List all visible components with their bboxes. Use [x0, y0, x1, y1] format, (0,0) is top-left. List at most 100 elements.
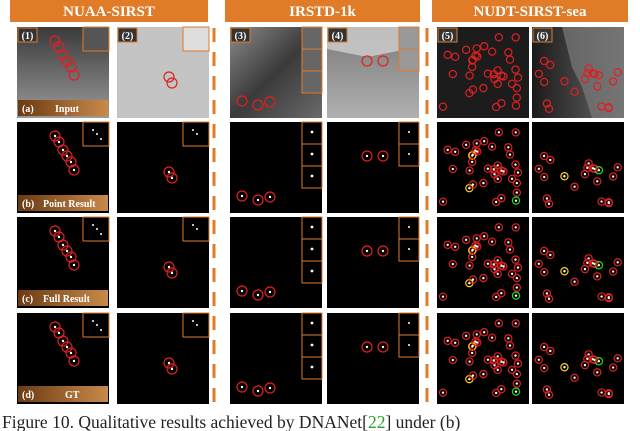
target	[611, 366, 615, 369]
target	[496, 259, 499, 262]
target	[53, 325, 57, 329]
target-circle	[443, 50, 452, 60]
target	[474, 340, 477, 343]
target-circle	[252, 385, 264, 397]
target	[256, 198, 260, 202]
target	[446, 148, 449, 152]
target-circle	[511, 65, 520, 74]
panel-number-box	[230, 27, 251, 43]
target-circle	[166, 172, 178, 184]
panel-number: (4)	[332, 31, 344, 42]
target	[476, 150, 479, 153]
target-circle	[483, 259, 493, 268]
target-circle	[546, 60, 555, 70]
target	[515, 286, 518, 289]
panel	[532, 122, 624, 213]
target	[451, 358, 455, 362]
panel	[437, 122, 529, 213]
target-circle	[490, 264, 499, 274]
target-circle	[583, 258, 592, 268]
target-circle	[539, 151, 549, 161]
target	[591, 358, 595, 361]
target	[549, 253, 552, 257]
target-circle	[483, 69, 493, 78]
target	[492, 359, 495, 362]
target-circle	[588, 164, 598, 173]
target	[500, 197, 503, 200]
inset-target	[192, 320, 194, 322]
target	[470, 351, 474, 355]
inset	[82, 26, 110, 52]
target-circle	[583, 354, 592, 364]
panel-number-box	[17, 27, 38, 43]
target-circle	[163, 166, 175, 178]
target	[600, 295, 603, 298]
target	[563, 175, 566, 178]
target	[508, 153, 512, 156]
panel-number: (1)	[22, 31, 34, 42]
target	[500, 388, 503, 391]
target	[496, 177, 499, 181]
target-circle	[448, 69, 458, 79]
target-circle	[542, 99, 552, 108]
target	[502, 170, 505, 173]
target	[471, 249, 474, 252]
inset-target	[408, 344, 410, 346]
target-circle	[511, 387, 521, 396]
target-circle	[252, 194, 264, 206]
target	[268, 290, 272, 294]
row-label-box	[18, 100, 108, 116]
target	[53, 229, 57, 233]
target	[508, 248, 512, 251]
target-circle	[593, 272, 602, 281]
target	[516, 266, 520, 269]
target	[600, 391, 603, 394]
target	[486, 167, 490, 170]
target	[441, 295, 445, 298]
target-circle	[479, 137, 489, 146]
target-circle	[471, 51, 480, 60]
target-circle	[61, 150, 73, 162]
target-circle	[252, 99, 264, 111]
target-circle	[264, 191, 276, 203]
target-circle	[491, 197, 501, 207]
panel	[327, 121, 420, 213]
target-circle	[512, 93, 521, 102]
target	[256, 389, 260, 393]
target	[583, 363, 587, 367]
target	[57, 235, 61, 239]
target-circle	[512, 83, 522, 93]
target	[497, 322, 501, 325]
target	[256, 293, 260, 297]
target	[514, 258, 517, 261]
header-box	[10, 0, 208, 22]
target-circle	[49, 321, 61, 333]
target-circle	[594, 71, 604, 80]
target	[616, 261, 619, 264]
inset-target	[310, 343, 314, 347]
target	[542, 345, 546, 349]
target	[475, 142, 478, 145]
target-circle	[593, 82, 602, 91]
target	[65, 345, 69, 349]
row-label: Point Result	[43, 199, 96, 210]
inset-target	[408, 322, 410, 324]
target	[514, 226, 517, 229]
panel	[327, 216, 420, 308]
target-circle	[490, 74, 499, 84]
target-circle	[494, 223, 504, 232]
target	[69, 255, 73, 259]
target-circle	[57, 335, 69, 347]
target	[167, 265, 171, 269]
target-circle	[507, 365, 517, 375]
row-label-box	[18, 290, 108, 306]
row-tag: (d)	[22, 390, 34, 401]
target	[510, 368, 514, 372]
target	[61, 243, 65, 247]
target	[616, 166, 619, 169]
target-circle	[494, 128, 504, 137]
target	[57, 140, 61, 144]
target-circle	[507, 269, 517, 279]
target	[475, 237, 478, 240]
target-circle	[490, 169, 499, 179]
